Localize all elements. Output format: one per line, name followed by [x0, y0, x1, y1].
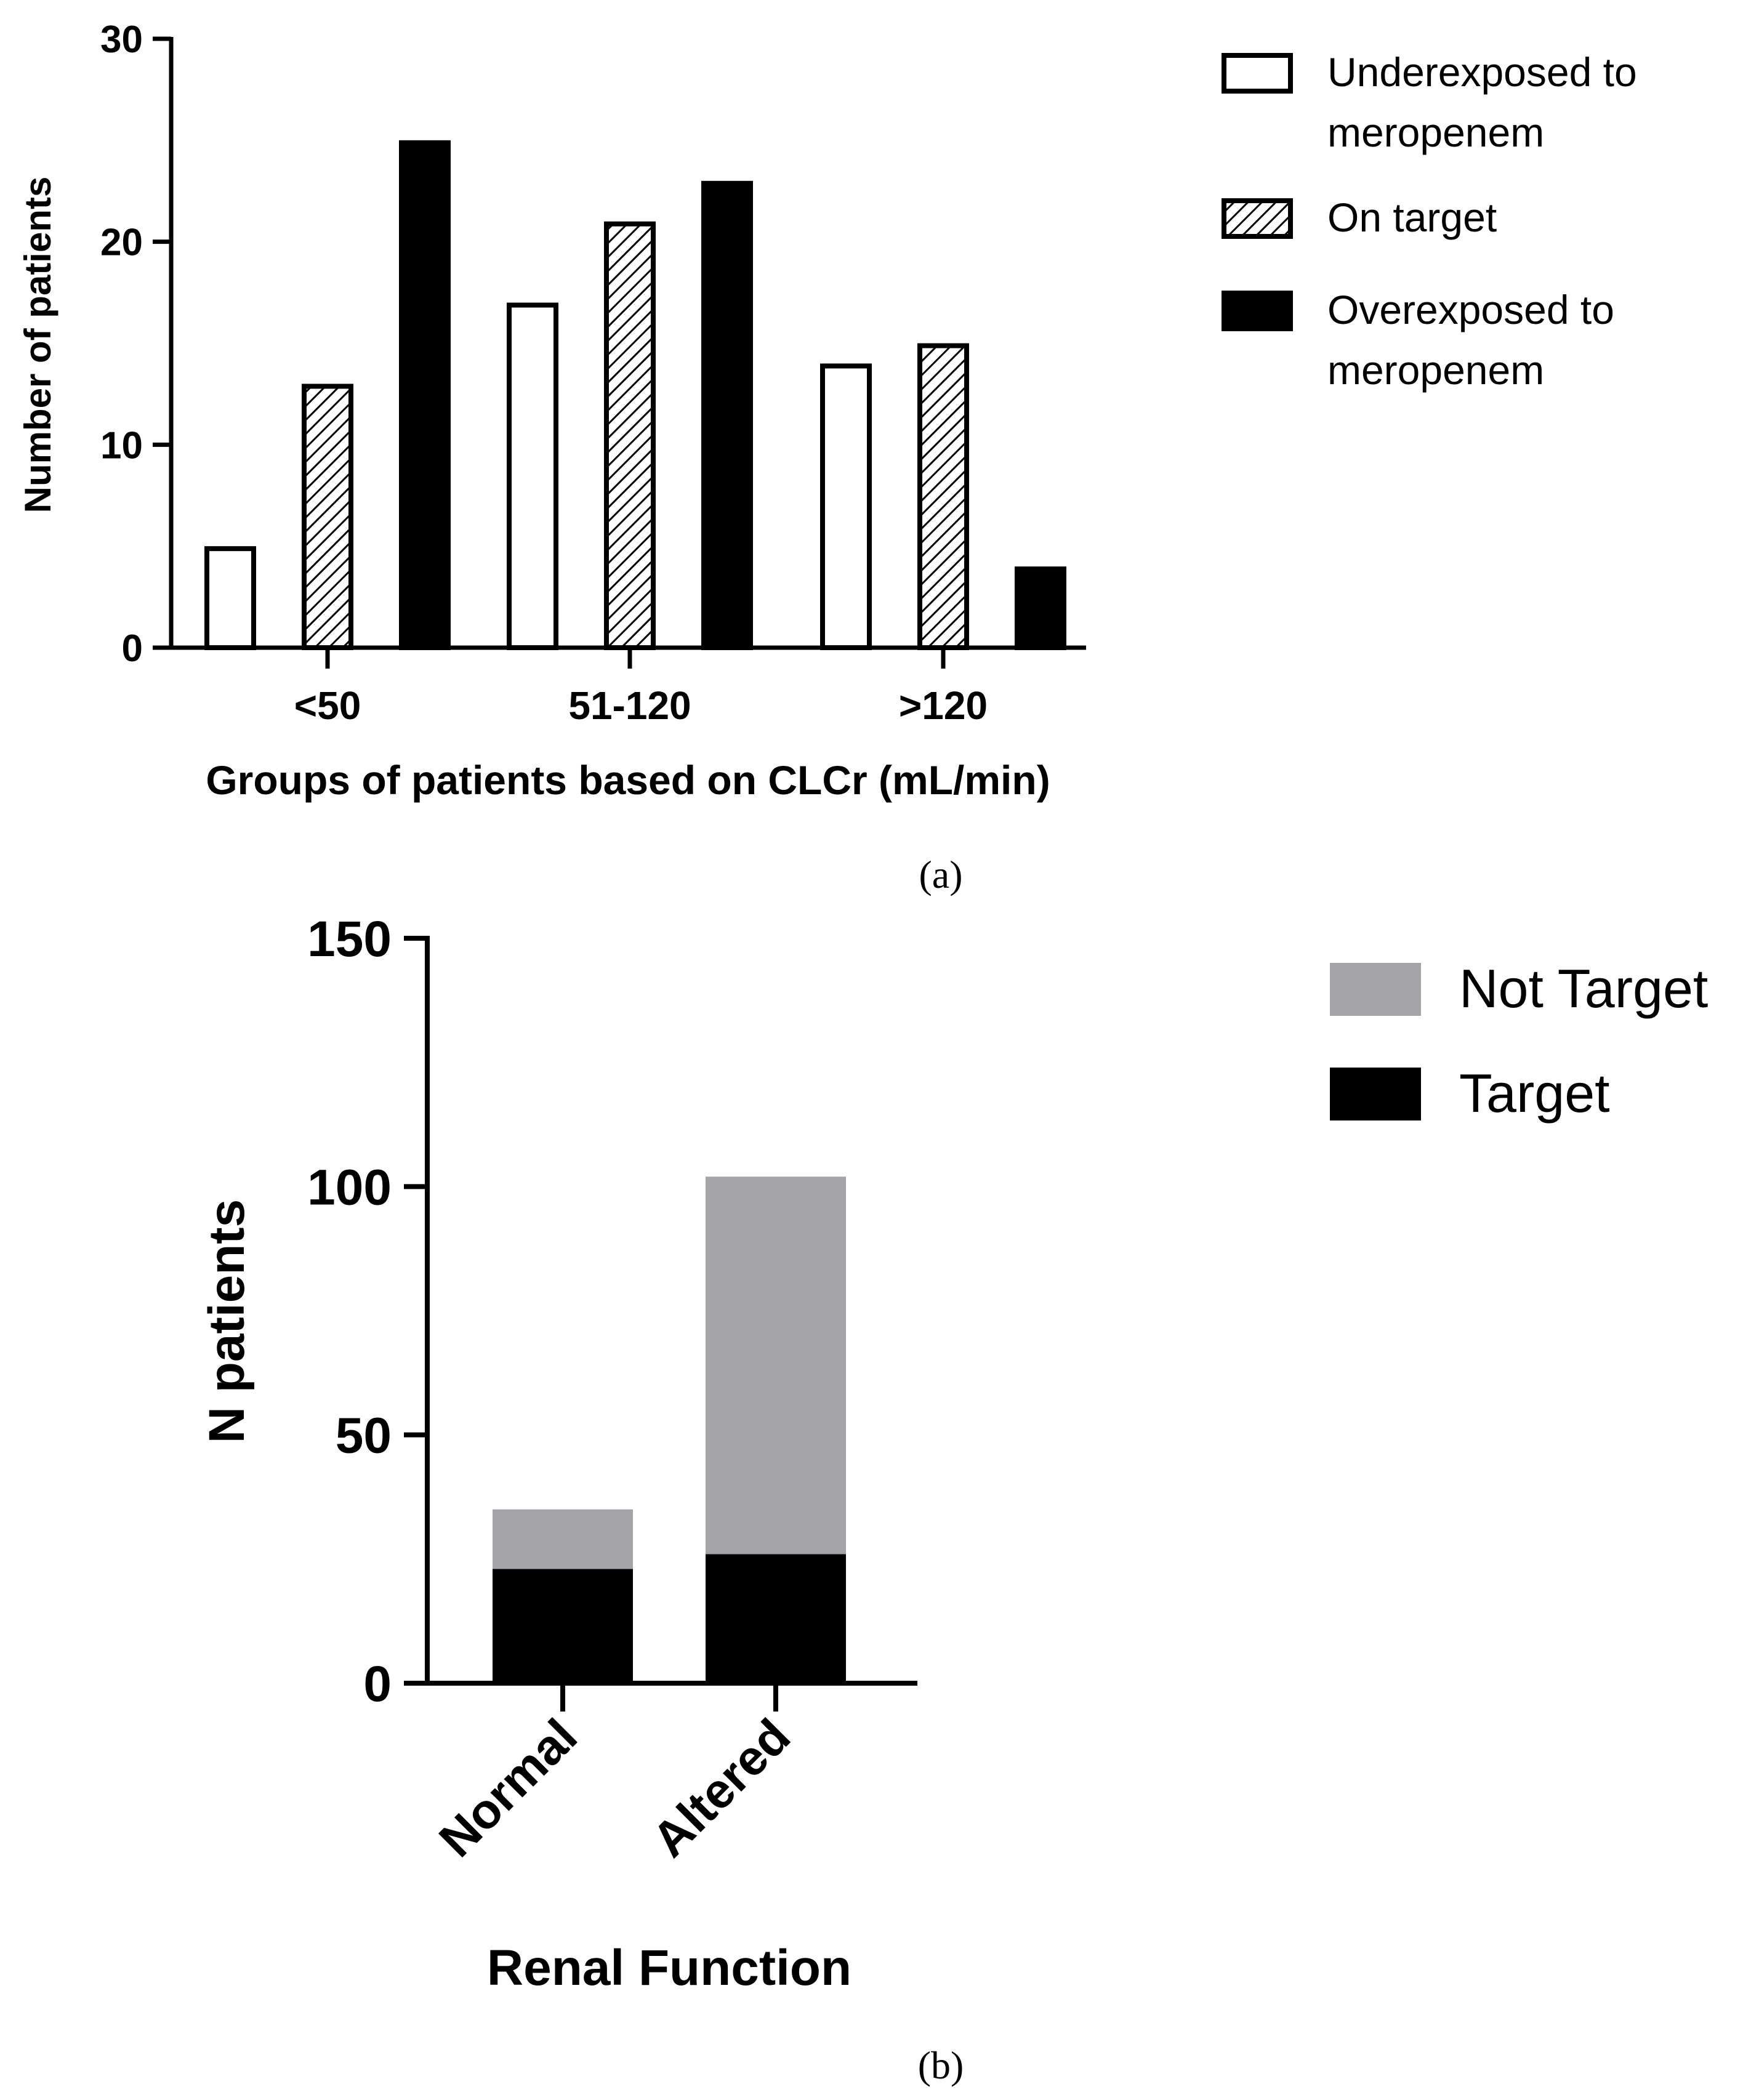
panel-a: 0 10 20 30 <50 51-120 >120 Number of patients…: [17, 18, 1637, 896]
y-tick-label-150: 150: [307, 911, 392, 967]
legend-label-on-target-line-1: On target: [1327, 195, 1497, 240]
panel-b-x-axis-label: Renal Function: [487, 1940, 851, 1996]
bar-120-overexposed-to-meropenem: [1015, 566, 1066, 651]
bar-51-120-overexposed-to-meropenem: [701, 180, 753, 650]
y-tick-label-20: 20: [100, 222, 143, 264]
x-tick-label-altered: Altered: [642, 1708, 800, 1867]
panel-b-bars: [493, 1177, 846, 1683]
x-tick-label-51-120: 51-120: [568, 683, 691, 728]
y-tick-label-0: 0: [363, 1656, 392, 1712]
x-tick-label-50: <50: [294, 683, 361, 728]
panel-b: 0 50 100 150 Normal Altered N patients Renal…: [199, 911, 1708, 2087]
panel-b-y-ticks: 0 50 100 150: [307, 911, 427, 1712]
legend-label-target: Target: [1459, 1063, 1610, 1124]
bar-normal-not-target: [493, 1509, 633, 1569]
legend-swatch-target: [1330, 1068, 1421, 1120]
bar-50-underexposed-to-meropenem: [204, 546, 256, 651]
legend-label-overexposed-to-meropenem-line-2: meropenem: [1327, 347, 1544, 393]
x-tick-label-normal: Normal: [429, 1708, 587, 1867]
legend-swatch-not-target: [1330, 963, 1421, 1016]
bar-51-120-on-target: [604, 221, 656, 650]
legend-label-underexposed-to-meropenem-line-2: meropenem: [1327, 110, 1544, 155]
y-tick-label-30: 30: [100, 18, 143, 61]
panel-a-x-axis-label: Groups of patients based on CLCr (mL/min…: [206, 757, 1050, 803]
panel-a-y-axis-label: Number of patients: [17, 177, 58, 513]
bar-normal-target: [493, 1569, 633, 1683]
panel-a-x-ticks: <50 51-120 >120: [294, 648, 988, 728]
bar-altered-target: [706, 1554, 846, 1683]
y-tick-label-100: 100: [307, 1159, 392, 1215]
bar-altered-not-target: [706, 1177, 846, 1555]
legend-swatch-on-target: [1222, 198, 1293, 239]
bar-51-120-underexposed-to-meropenem: [507, 302, 558, 651]
legend-swatch-underexposed-to-meropenem: [1222, 53, 1293, 94]
panel-a-label: (a): [919, 853, 962, 896]
legend-label-underexposed-to-meropenem-line-1: Underexposed to: [1327, 49, 1637, 95]
y-tick-label-0: 0: [122, 627, 143, 670]
bar-50-on-target: [302, 384, 353, 651]
bar-120-on-target: [917, 343, 969, 650]
panel-b-x-ticks: Normal Altered: [429, 1683, 800, 1867]
panel-b-label: (b): [918, 2043, 964, 2087]
bar-120-underexposed-to-meropenem: [820, 363, 872, 650]
y-tick-label-10: 10: [100, 424, 143, 467]
y-tick-label-50: 50: [336, 1408, 392, 1464]
panel-a-axes: [169, 37, 1086, 650]
bar-50-overexposed-to-meropenem: [399, 140, 451, 651]
panel-b-legend: Not Target Target: [1330, 958, 1708, 1124]
legend-label-not-target: Not Target: [1459, 958, 1708, 1019]
x-tick-label-120: >120: [899, 683, 988, 728]
panel-b-axes: [425, 936, 917, 1686]
panel-a-y-ticks: 0 10 20 30: [100, 18, 171, 670]
panel-a-legend: Underexposed to meropenem On target Overexp…: [1222, 49, 1637, 393]
panel-b-y-axis-label: N patients: [199, 1199, 255, 1443]
legend-label-overexposed-to-meropenem-line-1: Overexposed to: [1327, 287, 1614, 332]
panel-a-bars: [204, 140, 1066, 651]
legend-swatch-overexposed-to-meropenem: [1222, 291, 1293, 331]
